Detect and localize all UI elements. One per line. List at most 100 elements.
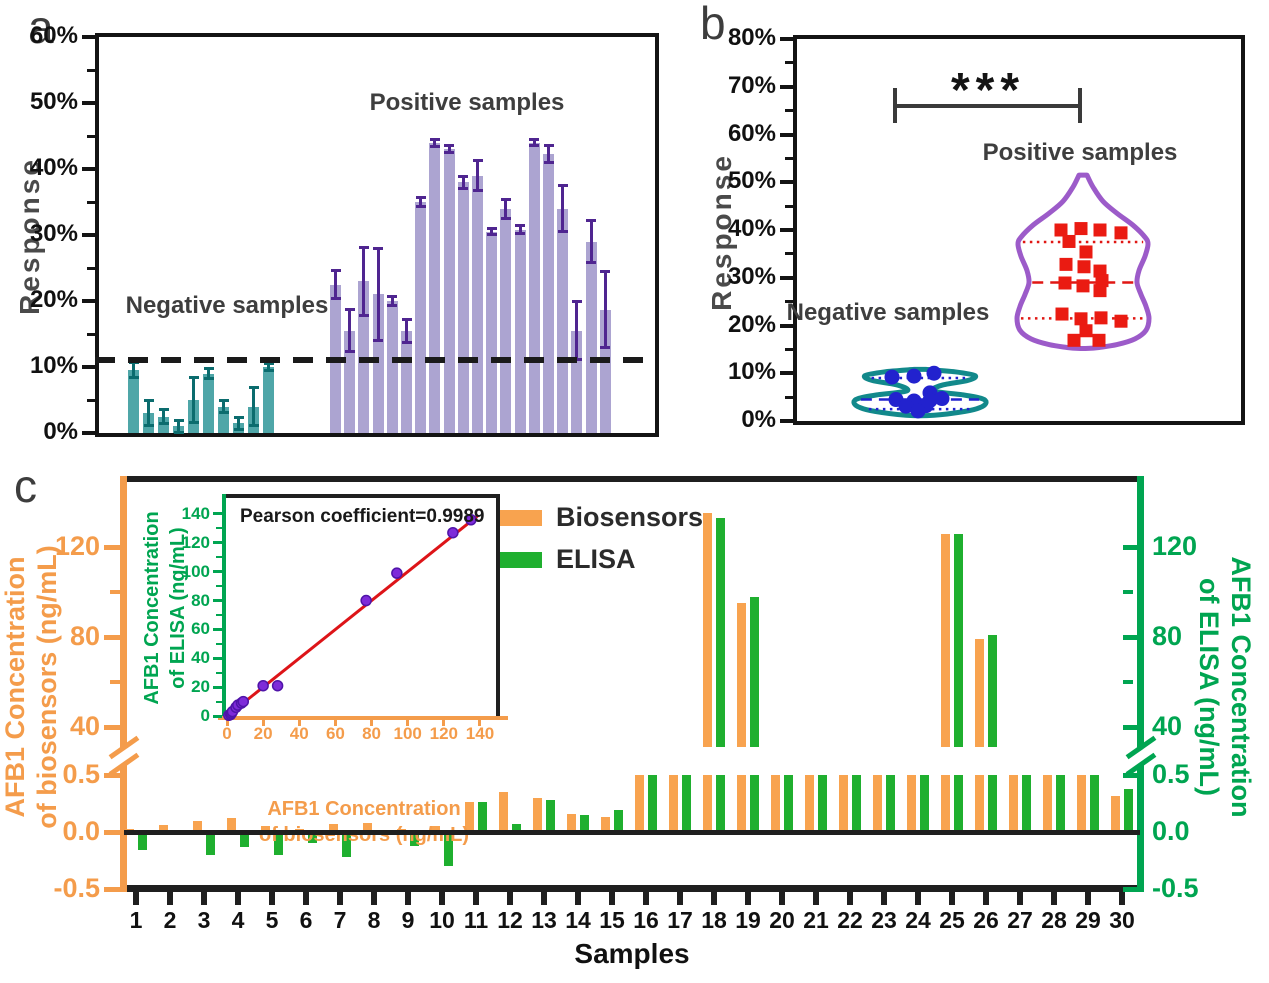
bar	[478, 802, 487, 832]
panel-b: b Response 0% 10% 20% 30% 40% 50% 60% 70% 80% **…	[690, 0, 1269, 460]
y-minor-tick	[785, 395, 793, 399]
error-bar-line	[476, 159, 479, 192]
data-point-circle	[926, 365, 942, 381]
bar	[737, 775, 746, 832]
error-bar-line	[603, 271, 607, 348]
bar	[1124, 788, 1133, 832]
y-tick-label: 60%	[29, 22, 78, 49]
y-tick-label: 30%	[727, 262, 776, 290]
axis-tick-mark	[1123, 544, 1137, 550]
scatter-point	[223, 709, 235, 722]
x-tick-mark	[813, 892, 819, 905]
bar	[750, 775, 759, 832]
axis-tick-mark	[104, 634, 120, 640]
bar	[988, 775, 997, 832]
left-axis-label-line1: AFB1 Concentration	[0, 556, 30, 818]
x-tick-label: 19	[735, 907, 761, 933]
inset-x-tick-mark	[370, 720, 374, 726]
data-point-square	[1079, 324, 1093, 338]
error-bar-line	[252, 386, 255, 427]
inset-x-tick-label: 140	[465, 724, 495, 743]
inset-y-tick-label: 140	[181, 503, 210, 523]
bar	[486, 231, 498, 433]
inset-x-tick-mark	[333, 720, 337, 726]
x-tick-label: 28	[1041, 907, 1067, 933]
y-tick-label: 80%	[727, 24, 776, 51]
bar	[716, 775, 725, 832]
x-tick-label: 24	[905, 907, 931, 933]
panel-b-violin-plot	[851, 88, 1152, 419]
x-tick-label: 12	[497, 907, 523, 933]
bar	[941, 775, 950, 832]
bar	[886, 775, 895, 832]
x-tick-label: 13	[531, 907, 557, 933]
error-bar-cap	[143, 424, 154, 428]
x-tick-mark	[575, 892, 581, 905]
inset-top-border	[222, 494, 500, 498]
bar	[805, 775, 814, 832]
bar	[465, 802, 474, 832]
inset-y-tick-mark	[213, 714, 222, 718]
error-bar-cap	[415, 205, 426, 209]
bar	[567, 813, 576, 832]
bar	[546, 800, 555, 832]
bar-upper-segment	[954, 533, 963, 747]
x-tick-mark	[745, 892, 751, 905]
error-bar-cap	[387, 294, 398, 298]
bar	[444, 832, 453, 867]
error-bar-cap	[444, 144, 455, 148]
bar	[771, 775, 780, 832]
error-bar-line	[447, 145, 451, 154]
error-bar-cap	[188, 421, 199, 425]
panel-c: c 120 80 40 0.5 0.0 -0.5 120 80 40 0.5 0.0 -0.5 1 2 3 4…	[0, 460, 1269, 983]
bar	[975, 775, 984, 832]
bar	[703, 775, 712, 832]
right-axis-label-line2: of ELISA (ng/mL)	[1194, 578, 1224, 796]
y-tick-mark	[780, 371, 793, 376]
error-bar-cap	[203, 376, 214, 380]
inset-y-label-line2: of ELISA (ng/mL)	[167, 527, 189, 689]
inset-y-tick-label: 60	[191, 619, 210, 639]
panel-a-letter: a	[28, 1, 54, 53]
bar	[499, 792, 508, 832]
bar	[206, 832, 215, 855]
y-tick-label: 40%	[29, 154, 78, 181]
error-bar-cap	[128, 376, 139, 380]
bar-upper-segment	[988, 634, 997, 747]
error-bar-cap	[358, 313, 369, 317]
y-minor-tick	[87, 134, 95, 138]
axis-tick-mark	[1123, 724, 1137, 730]
panel-c-right-axis-line	[1137, 476, 1144, 892]
axis-minor-tick	[1123, 680, 1133, 684]
error-bar-cap	[344, 307, 355, 311]
axis-tick-label: 0.5	[62, 759, 100, 789]
data-point-square	[1074, 312, 1088, 326]
inset-x-tick-label: 80	[362, 724, 381, 743]
data-point-circle	[898, 398, 914, 414]
y-tick-mark	[82, 431, 95, 435]
x-tick-mark	[269, 892, 275, 905]
x-tick-label: 14	[565, 907, 591, 933]
data-point-square	[1114, 226, 1128, 240]
x-tick-mark	[405, 892, 411, 905]
x-tick-label: 16	[633, 907, 659, 933]
y-tick-label: 0%	[741, 406, 776, 433]
bar	[431, 826, 440, 832]
inset-y-tick-mark	[213, 627, 222, 631]
x-tick-mark	[473, 892, 479, 905]
panel-c-top-border	[120, 476, 1144, 482]
inset-x-label-line1: AFB1 Concentration	[267, 798, 461, 820]
y-tick-mark	[780, 84, 793, 89]
y-tick-mark	[780, 275, 793, 280]
data-point-square	[1062, 234, 1076, 248]
axis-minor-tick	[1123, 590, 1133, 594]
elisa-legend-swatch	[500, 551, 542, 568]
error-bar-cap	[401, 317, 412, 321]
bar	[818, 775, 827, 832]
y-tick-label: 40%	[727, 215, 776, 242]
bar	[528, 142, 540, 433]
error-bar-cap	[529, 138, 540, 142]
axis-tick-label: 80	[1152, 621, 1183, 651]
error-bar-line	[405, 318, 408, 343]
data-point-circle	[906, 368, 922, 384]
